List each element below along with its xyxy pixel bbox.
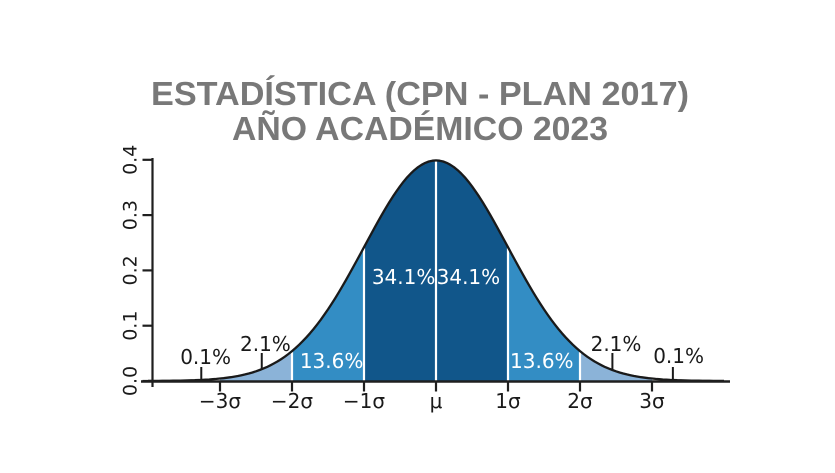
- region-percent-label: 13.6%: [300, 349, 364, 373]
- x-tick-label: μ: [430, 389, 443, 413]
- x-tick-label: −3σ: [199, 389, 241, 413]
- region-percent-label: 2.1%: [591, 332, 642, 356]
- x-tick-label: −2σ: [271, 389, 313, 413]
- region-percent-label: 34.1%: [437, 265, 501, 289]
- plot-area: −3σ −2σ −1σ μ 1σ 2σ 3σ 0.0 0.1 0.2 0.3 0.4 34.1% 34.1…: [120, 145, 730, 413]
- region-percent-label: 0.1%: [653, 344, 704, 368]
- y-tick-label: 0.1: [120, 311, 142, 341]
- x-tick-label: −1σ: [343, 389, 385, 413]
- region-percent-label: 2.1%: [240, 332, 291, 356]
- y-tick-label: 0.3: [120, 200, 142, 230]
- y-tick-label: 0.0: [120, 366, 142, 396]
- chart-title-line-1: ESTADÍSTICA (CPN - PLAN 2017): [151, 75, 689, 112]
- x-tick-label: 3σ: [639, 389, 665, 413]
- region-percent-label: 13.6%: [510, 349, 574, 373]
- x-tick-label: 1σ: [495, 389, 521, 413]
- y-tick-label: 0.2: [120, 255, 142, 285]
- region-percent-label: 0.1%: [180, 345, 231, 369]
- y-tick-label: 0.4: [120, 145, 142, 175]
- region-percent-label: 34.1%: [372, 265, 436, 289]
- chart-title-line-2: AÑO ACADÉMICO 2023: [232, 110, 608, 147]
- bell-curve: [148, 159, 724, 383]
- x-tick-label: 2σ: [567, 389, 593, 413]
- distribution-region-fill: [580, 351, 652, 381]
- distribution-region-fill: [220, 351, 292, 381]
